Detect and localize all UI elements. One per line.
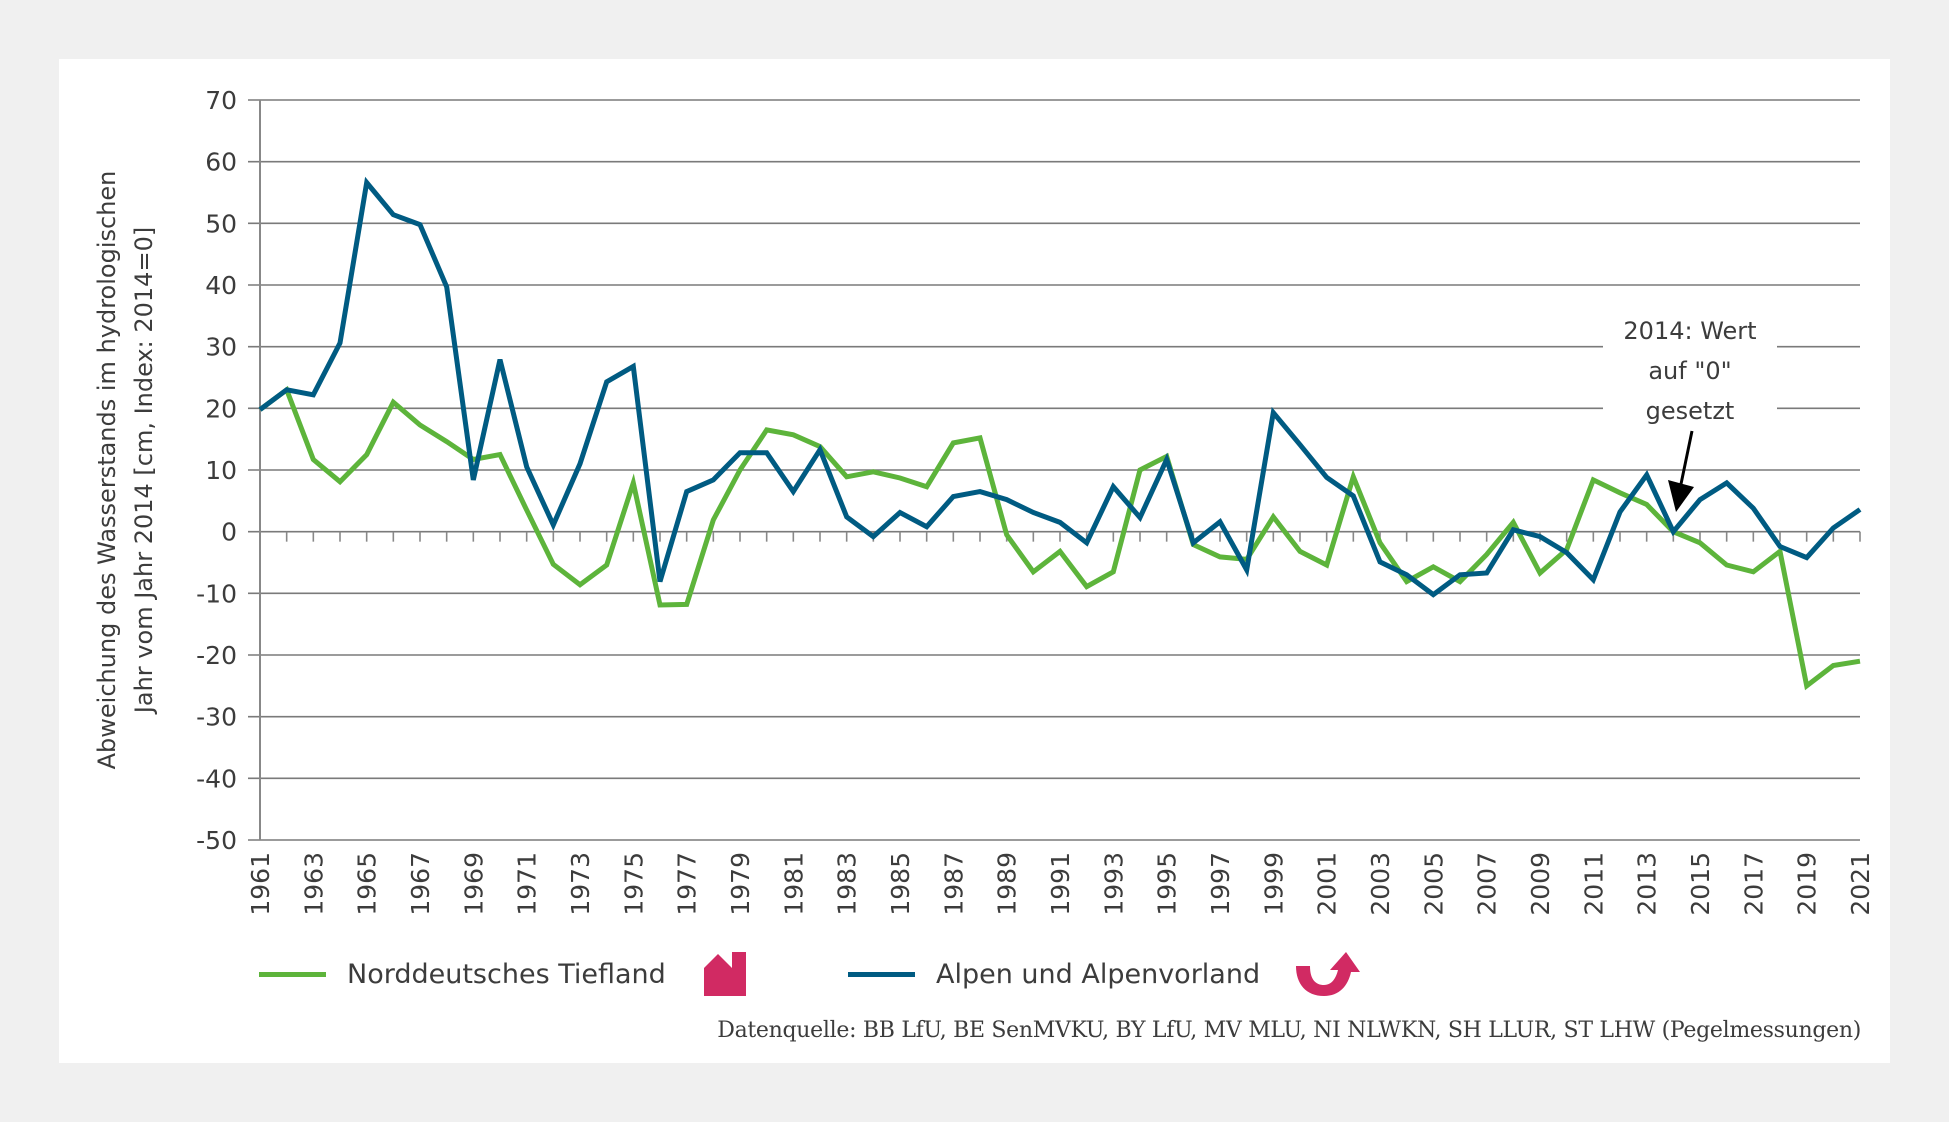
x-tick-label: 2019	[1793, 852, 1822, 916]
trend-reversal-arrow-icon	[1296, 952, 1361, 996]
legend-swatch-green	[259, 971, 326, 977]
legend-swatch-blue	[848, 971, 915, 977]
x-tick-label: 2009	[1526, 852, 1555, 916]
x-tick-label: 1985	[886, 852, 915, 916]
y-tick-label: -10	[196, 579, 237, 608]
annotation-background	[1603, 305, 1777, 425]
legend-label: Alpen und Alpenvorland	[936, 958, 1261, 990]
y-tick-label: 60	[205, 148, 237, 177]
y-tick-label: -40	[196, 764, 237, 793]
x-tick-label: 2003	[1366, 852, 1395, 916]
x-tick-label: 1965	[353, 852, 382, 916]
x-tick-label: 1963	[299, 852, 328, 916]
x-tick-label: 1993	[1099, 852, 1128, 916]
x-axis-tick-labels: 1961 1963 1965 1967 1969 1971 1973 1975 1977 1979…	[246, 852, 1875, 916]
x-tick-label: 1975	[619, 852, 648, 916]
x-tick-label: 2015	[1686, 852, 1715, 916]
legend-item-alpen-und-alpenvorland: Alpen und Alpenvorland	[848, 952, 1361, 996]
annotation-arrow-head-icon	[1668, 480, 1694, 512]
x-tick-label: 1995	[1153, 852, 1182, 916]
annotation-2014: 2014: Wert auf "0" gesetzt	[1603, 305, 1777, 512]
x-tick-label: 2007	[1473, 852, 1502, 916]
annotation-line-1: 2014: Wert	[1623, 317, 1756, 345]
x-tick-label: 1977	[673, 852, 702, 916]
y-tick-label: -50	[196, 826, 237, 855]
legend-label: Norddeutsches Tiefland	[347, 958, 666, 990]
y-tick-label: -30	[196, 703, 237, 732]
x-tick-label: 1973	[566, 852, 595, 916]
y-tick-label: -20	[196, 641, 237, 670]
trend-down-arrow-icon	[703, 952, 746, 996]
x-tick-label: 1967	[406, 852, 435, 916]
annotation-line-2: auf "0"	[1648, 357, 1731, 385]
y-tick-label: 70	[205, 86, 237, 115]
series-line-alpen-und-alpenvorland	[258, 176, 1862, 598]
annotation-line-3: gesetzt	[1646, 397, 1735, 425]
x-tick-label: 2017	[1739, 852, 1768, 916]
x-tick-label: 2013	[1633, 852, 1662, 916]
y-tick-label: 50	[205, 209, 237, 238]
y-tick-label: 30	[205, 333, 237, 362]
annotation-arrow-shaft	[1679, 430, 1694, 485]
x-tick-label: 2005	[1419, 852, 1448, 916]
y-tick-label: 40	[205, 271, 237, 300]
x-tick-label: 1961	[246, 852, 275, 916]
legend-item-norddeutsches-tiefland: Norddeutsches Tiefland	[259, 952, 748, 996]
series-lines	[258, 176, 1862, 691]
x-tick-label: 2011	[1579, 852, 1608, 916]
y-tick-label: 0	[221, 518, 237, 547]
x-tick-label: 2021	[1846, 852, 1875, 916]
gridlines	[248, 99, 1860, 841]
x-tick-label: 2001	[1313, 852, 1342, 916]
y-axis-title-line-1: Abweichung des Wasserstands im hydrologi…	[93, 171, 121, 770]
x-tick-label: 1981	[779, 852, 808, 916]
y-axis-tick-labels: 70 60 50 40 30 20 10 0 -10 -20 -30 -40 -50	[196, 86, 237, 855]
chart-panel	[59, 59, 1890, 1063]
x-tick-label: 1991	[1046, 852, 1075, 916]
x-tick-label: 1983	[833, 852, 862, 916]
x-tick-label: 1969	[459, 852, 488, 916]
y-tick-label: 20	[205, 394, 237, 423]
x-tick-label: 1971	[513, 852, 542, 916]
y-axis-title-line-2: Jahr vom Jahr 2014 [cm, Index: 2014=0]	[130, 227, 158, 715]
x-tick-label: 1997	[1206, 852, 1235, 916]
x-tick-label: 1979	[726, 852, 755, 916]
y-tick-label: 10	[205, 456, 237, 485]
x-tick-label: 1987	[939, 852, 968, 916]
x-tick-label: 1999	[1259, 852, 1288, 916]
x-tick-label: 1989	[993, 852, 1022, 916]
data-source-note: Datenquelle: BB LfU, BE SenMVKU, BY LfU,…	[717, 1018, 1861, 1043]
y-axis-title: Abweichung des Wasserstands im hydrologi…	[93, 171, 158, 770]
